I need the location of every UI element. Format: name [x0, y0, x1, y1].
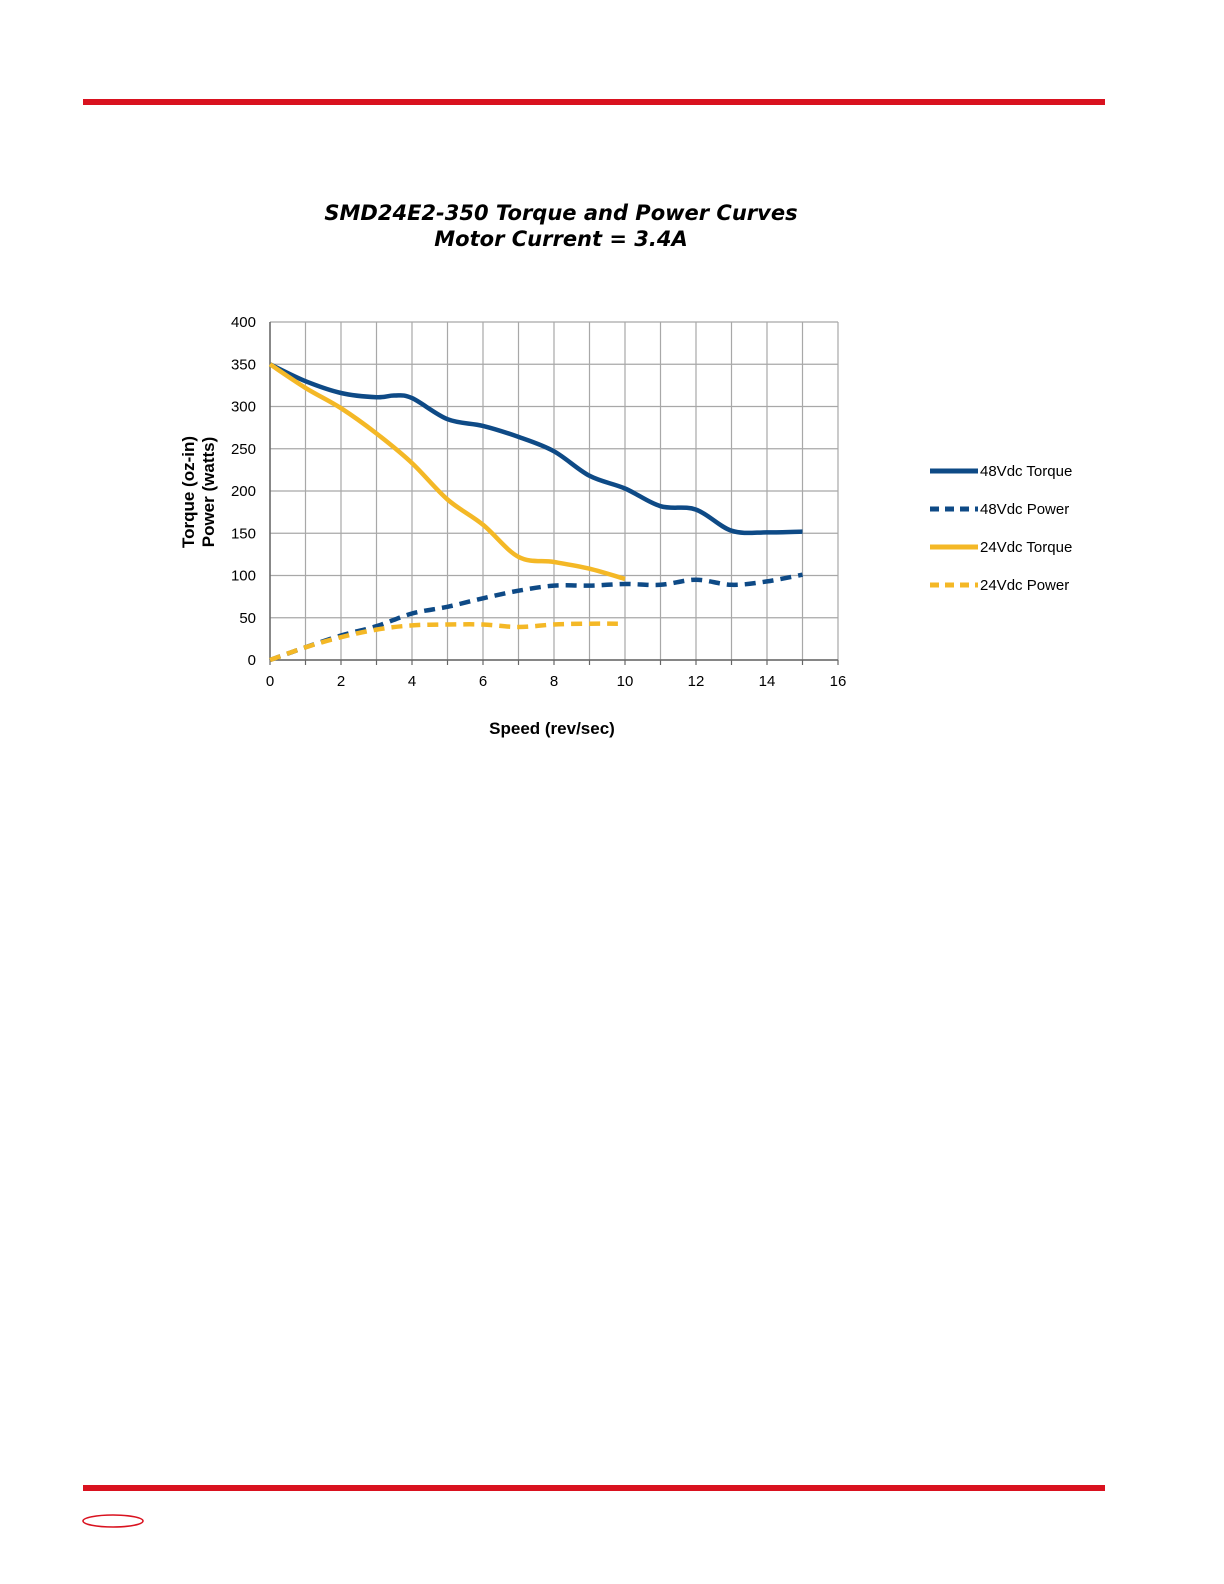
chart-title: SMD24E2-350 Torque and Power Curves: [324, 201, 798, 225]
y-tick-label: 100: [231, 568, 256, 585]
footer-rule: [83, 1485, 1105, 1491]
chart-grid: [269, 321, 839, 665]
header-rule: [83, 99, 1105, 105]
y-tick-label: 250: [231, 441, 256, 458]
chart-subtitle: Motor Current = 3.4A: [434, 227, 688, 251]
chart-legend: 48Vdc Torque 48Vdc Power 24Vdc Torque 24…: [930, 452, 1072, 604]
y-tick-label: 350: [231, 356, 256, 373]
x-tick-label: 12: [688, 673, 705, 690]
y-tick-label: 150: [231, 525, 256, 542]
y-axis-ticks: 0 50 100 150 200 250 300 350 400: [231, 314, 256, 669]
x-tick-label: 8: [550, 673, 558, 690]
x-tick-label: 0: [266, 673, 274, 690]
legend-item-24v-torque: 24Vdc Torque: [930, 528, 1072, 566]
y-tick-label: 400: [231, 314, 256, 331]
legend-swatch-24v-power: [930, 582, 978, 588]
x-tick-label: 10: [617, 673, 634, 690]
legend-swatch-24v-torque: [930, 544, 978, 550]
x-axis-label: Speed (rev/sec): [489, 719, 615, 738]
legend-label-48v-torque: 48Vdc Torque: [980, 462, 1073, 480]
legend-swatch-48v-power: [930, 506, 978, 512]
legend-swatch-48v-torque: [930, 468, 978, 474]
x-axis-ticks: 0 2 4 6 8 10 12 14 16: [266, 673, 847, 690]
y-tick-label: 200: [231, 483, 256, 500]
x-tick-label: 2: [337, 673, 345, 690]
legend-label-24v-power: 24Vdc Power: [980, 576, 1070, 594]
company-logo-icon: [82, 1514, 144, 1528]
legend-item-48v-torque: 48Vdc Torque: [930, 452, 1072, 490]
x-tick-label: 6: [479, 673, 487, 690]
legend-label-24v-torque: 24Vdc Torque: [980, 538, 1073, 556]
chart-series: [268, 362, 803, 663]
y-axis-label-power: Power (watts): [199, 437, 218, 548]
legend-item-48v-power: 48Vdc Power: [930, 490, 1072, 528]
y-axis-label-torque: Torque (oz-in): [179, 436, 198, 548]
legend-label-48v-power: 48Vdc Power: [980, 500, 1070, 518]
legend-item-24v-power: 24Vdc Power: [930, 566, 1072, 604]
torque-power-chart: 0 50 100 150 200 250 300 350 400 0 2 4 6 8 10 12 14 16 S…: [179, 314, 847, 738]
y-tick-label: 300: [231, 399, 256, 416]
y-tick-label: 50: [239, 610, 256, 627]
x-tick-label: 16: [830, 673, 847, 690]
x-tick-label: 4: [408, 673, 416, 690]
y-tick-label: 0: [248, 652, 256, 669]
series-line-24vdc-torque: [268, 362, 626, 582]
series-line-48vdc-torque: [269, 362, 803, 536]
x-tick-label: 14: [759, 673, 776, 690]
series-line-24vdc-power: [269, 621, 618, 663]
